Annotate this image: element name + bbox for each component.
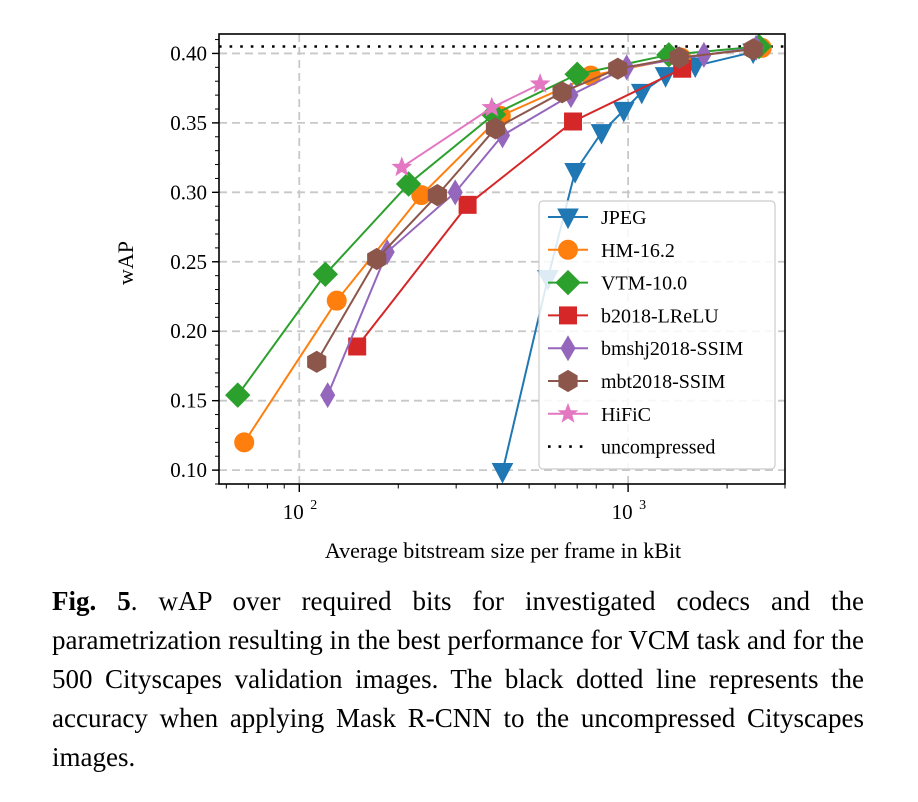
legend-entry-JPEG: JPEG (548, 207, 647, 230)
legend-entry-bmshj2018-SSIM: bmshj2018-SSIM (548, 335, 743, 362)
legend-label: JPEG (601, 207, 647, 229)
x-tick-exponent: 2 (310, 498, 317, 513)
figure: 0.10 0.15 0.20 0.25 0.30 0.35 0.40 10 2 10 3 JPEG H… (113, 33, 786, 563)
series-b2018-LReLU (348, 59, 692, 356)
y-tick-label: 0.30 (170, 180, 207, 204)
chart: 0.10 0.15 0.20 0.25 0.30 0.35 0.40 10 2 10 3 JPEG H… (113, 33, 786, 563)
data-point (395, 171, 422, 197)
data-point (367, 247, 387, 271)
y-axis-label: wAP (113, 241, 138, 285)
caption-text: . wAP over required bits for investigate… (52, 586, 864, 772)
data-point (481, 96, 503, 117)
data-point (552, 81, 572, 104)
legend-entry-HiFiC: HiFiC (548, 402, 651, 426)
data-point (612, 101, 635, 123)
data-point (491, 463, 514, 484)
legend-entry-mbt2018-SSIM: mbt2018-SSIM (548, 369, 726, 393)
legend-entry-uncompressed: uncompressed (548, 437, 715, 459)
legend-label: b2018-LReLU (601, 305, 719, 327)
x-axis-label: Average bitstream size per frame in kBit (325, 538, 681, 563)
series-line (315, 48, 754, 363)
data-point (564, 163, 586, 184)
legend-label: mbt2018-SSIM (601, 371, 726, 393)
data-point (608, 57, 628, 80)
data-point (391, 156, 413, 177)
series-mbt2018-SSIM (307, 38, 763, 373)
figure-label: Fig. 5 (52, 586, 131, 616)
axes: 0.10 0.15 0.20 0.25 0.30 0.35 0.40 10 2 10 3 (170, 33, 786, 524)
data-point (447, 179, 463, 206)
y-tick-label: 0.20 (170, 319, 207, 343)
series-line (356, 67, 683, 348)
legend-swatch-marker (557, 402, 579, 423)
data-point (485, 117, 506, 140)
y-tick-label: 0.15 (170, 389, 207, 413)
legend: JPEG HM-16.2 VTM-10.0 b2018-LReLU bmshj2018-… (538, 200, 776, 470)
legend-entry-b2018-LReLU: b2018-LReLU (548, 305, 719, 327)
y-tick-label: 0.35 (170, 111, 207, 135)
legend-swatch-marker (560, 335, 576, 362)
y-tick-label: 0.40 (170, 41, 207, 65)
x-tick-label: 10 (283, 500, 304, 524)
legend-swatch-marker (555, 269, 581, 296)
legend-swatch-marker (558, 369, 578, 393)
y-tick-label: 0.25 (170, 250, 207, 274)
data-point (326, 290, 347, 311)
data-point (427, 184, 447, 207)
legend-swatch-marker (558, 239, 578, 260)
x-tick-label: 10 (612, 500, 633, 524)
data-point (312, 261, 339, 287)
data-point (564, 112, 583, 131)
legend-label: VTM-10.0 (601, 273, 687, 295)
data-point (234, 432, 255, 453)
plot-frame (218, 33, 786, 485)
series-HiFiC (391, 73, 551, 177)
legend-swatch-marker (557, 208, 579, 230)
figure-caption: Fig. 5. wAP over required bits for inves… (52, 582, 864, 777)
data-point (669, 46, 689, 69)
data-point (307, 350, 327, 373)
legend-box (538, 200, 776, 470)
data-point (458, 195, 477, 214)
data-point (529, 73, 551, 93)
data-point (320, 382, 336, 409)
data-point (743, 38, 763, 61)
legend-label: bmshj2018-SSIM (601, 338, 743, 360)
series-layer (225, 33, 772, 484)
legend-swatch-marker (559, 306, 577, 325)
y-tick-label: 0.10 (170, 458, 207, 482)
legend-label: HM-16.2 (601, 240, 675, 262)
data-point (630, 83, 653, 105)
data-point (225, 382, 251, 408)
x-tick-exponent: 3 (639, 498, 646, 513)
legend-label: uncompressed (601, 437, 715, 459)
legend-label: HiFiC (601, 404, 651, 426)
legend-entry-HM-16.2: HM-16.2 (548, 240, 675, 262)
data-point (590, 124, 613, 145)
legend-entry-VTM-10.0: VTM-10.0 (548, 269, 687, 296)
